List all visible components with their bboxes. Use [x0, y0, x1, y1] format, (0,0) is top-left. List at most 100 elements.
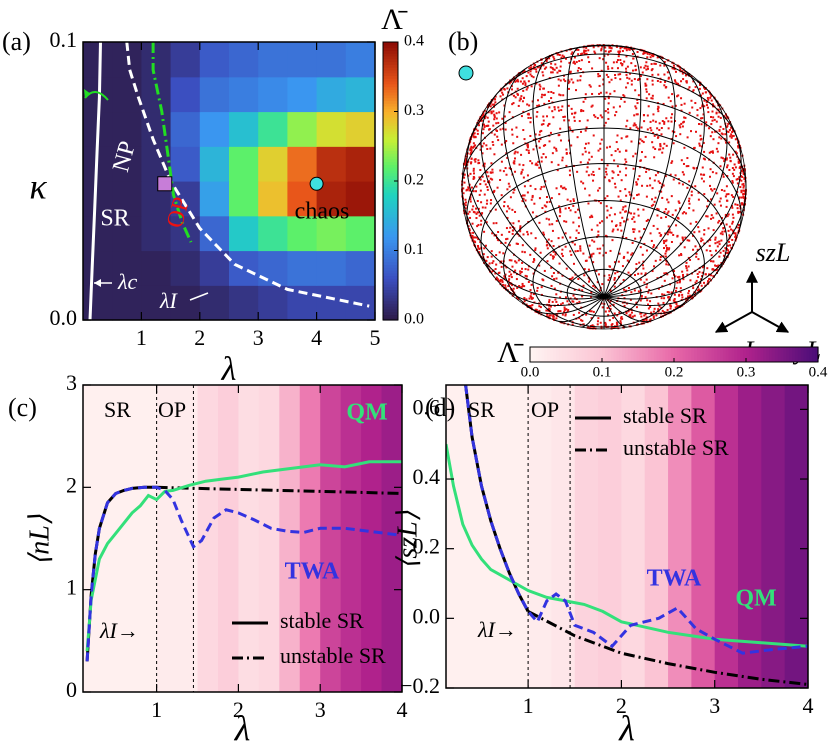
sphere-dot [555, 187, 558, 190]
sphere-dot [727, 244, 730, 247]
panel-label: (d) [425, 393, 455, 422]
sphere-dot [528, 297, 531, 300]
sphere-dot [566, 310, 569, 313]
sphere-dot [694, 281, 697, 284]
sphere-dot [548, 299, 551, 302]
colorbar-step [786, 347, 790, 362]
sphere-dot [475, 236, 478, 239]
heatmap-cell [83, 250, 113, 286]
sphere-dot [683, 146, 686, 149]
sphere-dot [610, 154, 613, 157]
sphere-dot [533, 202, 536, 205]
sphere-dot [619, 78, 622, 81]
sphere-dot [723, 230, 726, 233]
sphere-dot [571, 130, 574, 133]
sphere-dot [570, 78, 573, 81]
colorbar-step [383, 153, 398, 157]
sphere-dot [588, 151, 591, 154]
sphere-dot [544, 210, 547, 213]
sphere-dot [612, 303, 615, 306]
sphere-dot [516, 92, 519, 95]
sphere-dot [583, 274, 586, 277]
sphere-dot [590, 295, 593, 298]
sphere-dot [700, 137, 703, 140]
colorbar-step [815, 347, 819, 362]
sphere-dot [551, 110, 554, 113]
sphere-dot [597, 75, 600, 78]
sphere-dot [718, 219, 721, 222]
sphere-grid [473, 242, 605, 300]
sphere-dot [493, 189, 496, 192]
sphere-dot [481, 114, 484, 117]
sphere-dot [710, 94, 713, 97]
sphere-dot [667, 248, 670, 251]
sphere-dot [478, 143, 481, 146]
sphere-dot [723, 160, 726, 163]
sphere-dot [560, 252, 563, 255]
sphere-dot [624, 188, 627, 191]
sphere-dot [665, 244, 668, 247]
sphere-dot [504, 121, 507, 124]
sphere-dot [636, 183, 639, 186]
sphere-dot [526, 144, 529, 147]
sphere-dot [624, 158, 627, 161]
sphere-dot [646, 184, 649, 187]
sphere-dot [525, 75, 528, 78]
sphere-dot [702, 157, 705, 160]
sphere-dot [674, 306, 677, 309]
sphere-dot [688, 111, 691, 114]
sphere-dot [592, 252, 595, 255]
sphere-dot [692, 248, 695, 251]
sphere-dot [580, 109, 583, 112]
sphere-dot [585, 52, 588, 55]
sphere-dot [605, 167, 608, 170]
sphere-dot [506, 87, 509, 90]
colorbar-step [760, 347, 764, 362]
sphere-dot [696, 248, 699, 251]
sphere-dot [529, 73, 532, 76]
sphere-dot [513, 160, 516, 163]
sphere-dot [621, 50, 624, 53]
sphere-dot [660, 127, 663, 130]
sphere-dot [462, 192, 465, 195]
series-label: QM [346, 400, 387, 426]
colorbar-step [685, 347, 689, 362]
colorbar-step [535, 347, 540, 362]
sphere-dot [487, 111, 490, 114]
sphere-dot [588, 194, 591, 197]
colorbar-step [567, 347, 571, 362]
sphere-dot [722, 173, 725, 176]
sphere-dot [618, 105, 621, 108]
sphere-dot [599, 91, 602, 94]
sphere-dot [622, 206, 625, 209]
sphere-dot [582, 284, 585, 287]
sphere-dot [616, 67, 619, 70]
sphere-dot [462, 187, 465, 190]
colorbar-step [794, 347, 799, 362]
sphere-dot [492, 110, 495, 113]
y-tick-label: 3 [66, 370, 77, 395]
colorbar-step [662, 347, 666, 362]
sphere-dot [649, 120, 652, 123]
sphere-dot [682, 173, 685, 176]
sphere-dot [680, 254, 683, 257]
sphere-dot [545, 66, 548, 69]
sphere-dot [693, 167, 696, 170]
sphere-dot [702, 141, 705, 144]
sphere-dot [511, 128, 514, 131]
sphere-dot [681, 171, 684, 174]
sphere-dot [689, 279, 692, 282]
legend-label: stable SR [280, 608, 364, 633]
sphere-dot [481, 152, 484, 155]
colorbar-step [780, 347, 785, 362]
sphere-dot [633, 228, 636, 231]
sphere-dot [535, 82, 538, 85]
sphere-dot [615, 224, 618, 227]
sphere-dot [575, 89, 578, 92]
sphere-dot [496, 129, 499, 132]
sphere-dot [712, 216, 715, 219]
sphere-dot [665, 272, 668, 275]
sphere-dot [477, 246, 480, 249]
sphere-dot [685, 298, 688, 301]
sphere-dot [646, 51, 649, 54]
